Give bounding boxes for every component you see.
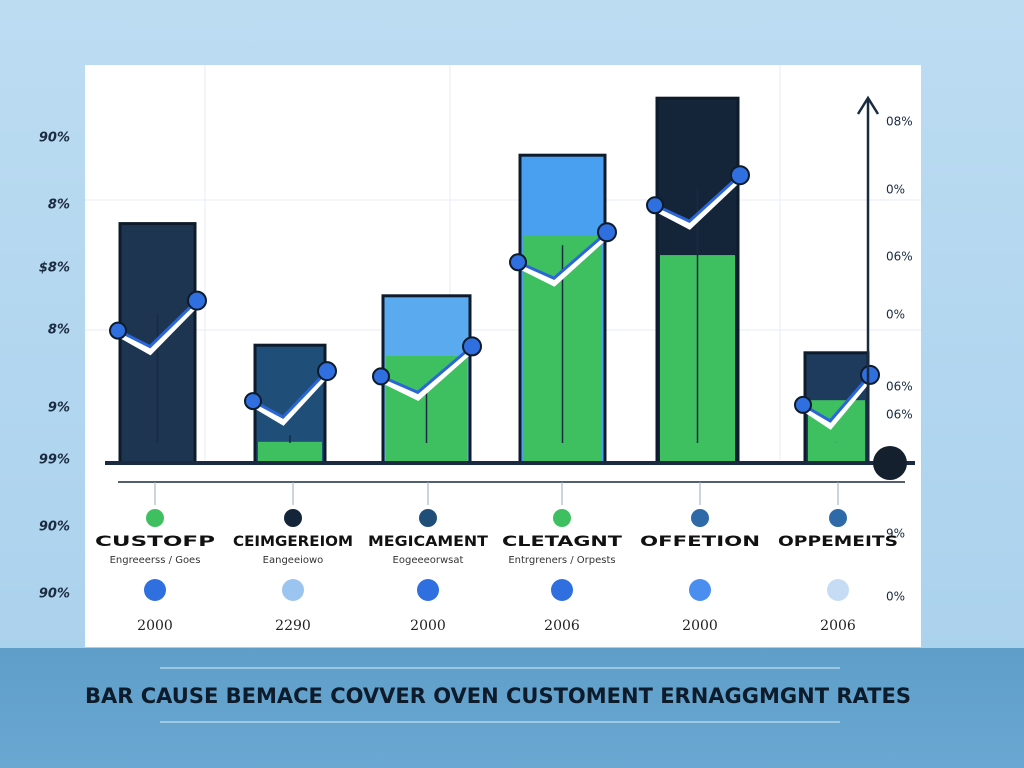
trend-dot [597,222,617,243]
category-subtitle: Entrgreners / Orpests [508,555,615,566]
trend-line [653,176,743,230]
category-label: CUSTOFP [95,534,215,550]
right-axis-label: 0% [886,590,905,604]
right-axis-label: 06% [886,250,913,264]
category-label: MEGICAMENT [368,534,488,550]
trend-dot [462,336,482,357]
year-label: 2006 [544,618,580,634]
trend-dot [509,253,527,272]
trend-dot [317,361,337,382]
right-axis-label: 0% [886,308,905,322]
year-label: 2290 [275,618,311,634]
year-label: 2000 [410,618,446,634]
legend-dot [827,579,849,601]
category-subtitle: Eangeeiowo [263,555,324,566]
legend-dot [829,509,847,527]
year-label: 2006 [820,618,856,634]
trend-line [379,347,474,401]
year-label: 2000 [137,618,173,634]
right-axis-label: 06% [886,380,913,394]
trend-dot [646,196,664,215]
axis-knob [873,446,907,480]
right-axis-label: 06% [886,408,913,422]
left-axis-label: 90% [39,131,70,146]
trend-line [516,232,610,287]
legend-dot [144,579,166,601]
trend-dot [794,395,812,414]
panel-grid [85,65,921,460]
legend-dot [553,509,571,527]
trend-line [252,370,329,419]
left-axis-label: 8% [48,198,70,213]
year-label: 2000 [682,618,718,634]
trend-line [117,299,199,349]
left-axis-label: 99% [39,453,70,468]
right-axis-label: 08% [886,115,913,129]
trend-dot [109,321,127,340]
legend-dot [691,509,709,527]
category-label: OPPEMEITS [778,534,898,550]
bar-segment [258,441,322,463]
right-axis-label: 0% [886,183,905,197]
trend-line [801,375,873,430]
trend-dot [860,364,880,385]
chart-title: BAR CAUSE BEMACE COVVER OVEN CUSTOMENT E… [85,684,911,708]
trend-line [116,301,200,356]
bar-segment [808,400,865,463]
trend-dot [244,392,262,411]
legend-dot [419,509,437,527]
legend-dot [282,579,304,601]
legend-dot [146,509,164,527]
left-axis-label: 90% [39,587,70,602]
trend-line [251,372,330,426]
right-axis-label: 9% [886,527,905,541]
category-subtitle: Eogeeeorwsat [393,555,464,566]
legend-dot [551,579,573,601]
category-label: OFFETION [640,534,760,550]
legend-dot [417,579,439,601]
legend-dot [689,579,711,601]
trend-line [380,345,473,395]
left-axis-label: 9% [48,401,70,416]
trend-dot [372,367,390,386]
left-axis-label: 8% [48,323,70,338]
category-label: CEIMGEREIOM [233,534,353,550]
axis-arrow-head [856,95,880,115]
category-subtitle: Engreeerss / Goes [110,555,201,566]
trend-dot [730,165,750,186]
left-axis-label: $8% [39,261,70,276]
title-band [0,648,1024,768]
panel [85,65,921,647]
trend-line [654,174,742,223]
trend-line [802,373,872,423]
legend-dot [284,509,302,527]
trend-line [517,231,608,280]
category-label: CLETAGNT [502,534,623,550]
trend-dot [187,290,207,311]
left-axis-label: 90% [39,520,70,535]
